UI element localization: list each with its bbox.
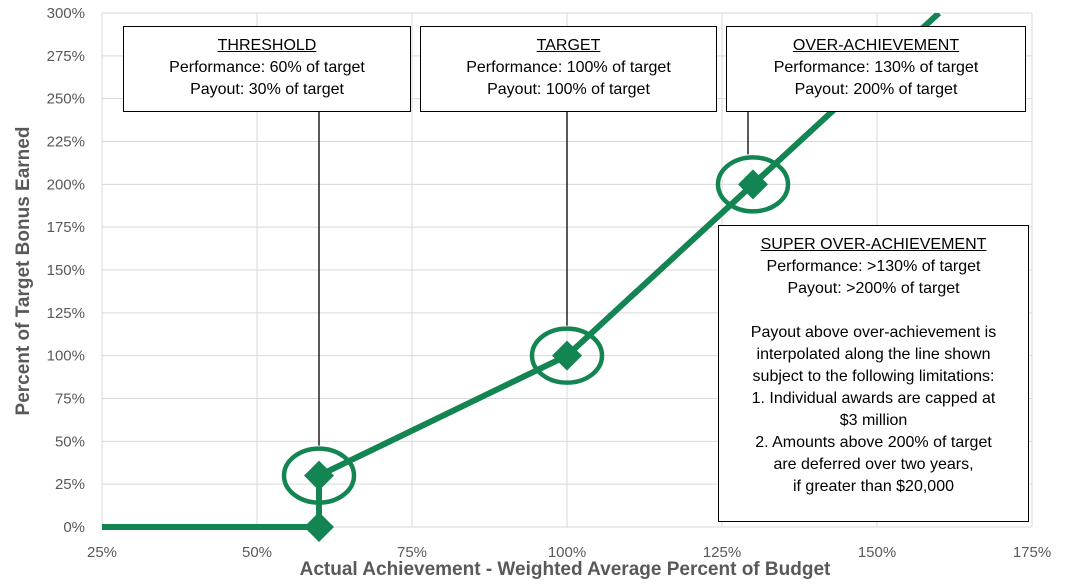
threshold-title: THRESHOLD [217, 37, 317, 54]
super-over-achievement-payout: Payout: >200% of target [787, 280, 960, 297]
super-note-line: interpolated along the line shown [756, 346, 991, 363]
super-note-line: Payout above over-achievement is [750, 324, 997, 341]
x-tick-label: 125% [703, 544, 741, 561]
over-achievement-title: OVER-ACHIEVEMENT [792, 37, 960, 54]
target-payout: Payout: 100% of target [487, 81, 650, 98]
super-note-line: $3 million [839, 412, 908, 429]
y-tick-label: 200% [47, 176, 85, 193]
y-tick-label: 300% [47, 5, 85, 22]
super-over-achievement-title: SUPER OVER-ACHIEVEMENT [760, 236, 987, 253]
threshold-payout: Payout: 30% of target [190, 81, 344, 98]
y-tick-label: 150% [47, 262, 85, 279]
threshold-callout: THRESHOLD Performance: 60% of target Pay… [123, 26, 411, 112]
payout-line [102, 13, 942, 530]
threshold-performance: Performance: 60% of target [169, 59, 365, 76]
payout-series [102, 13, 942, 542]
x-tick-label: 175% [1013, 544, 1051, 561]
over-achievement-performance: Performance: 130% of target [773, 59, 979, 76]
x-axis-ticks: 25% 50% 75% 100% 125% 150% 175% [87, 544, 1051, 561]
y-tick-label: 275% [47, 48, 85, 65]
super-note-line: subject to the following limitations: [752, 368, 995, 385]
x-tick-label: 50% [242, 544, 272, 561]
y-tick-label: 0% [63, 519, 85, 536]
y-axis-title: Percent of Target Bonus Earned [13, 127, 34, 416]
target-performance: Performance: 100% of target [466, 59, 671, 76]
x-tick-label: 25% [87, 544, 117, 561]
y-tick-label: 125% [47, 305, 85, 322]
super-over-achievement-performance: Performance: >130% of target [766, 258, 981, 275]
highlight-ring [281, 446, 357, 505]
diamond-marker [552, 340, 582, 371]
x-tick-label: 75% [397, 544, 427, 561]
y-tick-label: 250% [47, 91, 85, 108]
highlight-ring [715, 155, 791, 214]
target-title: TARGET [536, 37, 601, 54]
diamond-marker [304, 512, 334, 542]
highlight-ring [529, 326, 605, 385]
super-note-line: if greater than $20,000 [792, 478, 954, 495]
super-note-line: are deferred over two years, [773, 456, 974, 473]
y-tick-label: 100% [47, 348, 85, 365]
over-achievement-callout: OVER-ACHIEVEMENT Performance: 130% of ta… [726, 26, 1026, 112]
diamond-marker [738, 169, 768, 200]
x-tick-label: 150% [858, 544, 896, 561]
y-tick-label: 50% [55, 433, 85, 450]
x-axis-title: Actual Achievement - Weighted Average Pe… [300, 559, 831, 580]
over-achievement-payout: Payout: 200% of target [794, 81, 958, 98]
y-tick-label: 175% [47, 219, 85, 236]
super-note-line: 1. Individual awards are capped at [751, 390, 996, 407]
super-over-achievement-callout: SUPER OVER-ACHIEVEMENT Performance: >130… [718, 225, 1029, 522]
y-tick-label: 75% [55, 391, 85, 408]
target-callout: TARGET Performance: 100% of target Payou… [420, 26, 717, 112]
y-tick-label: 225% [47, 134, 85, 151]
super-note-line: 2. Amounts above 200% of target [755, 434, 992, 451]
diamond-marker [304, 460, 334, 491]
callout-connector-lines [318, 112, 749, 446]
x-tick-label: 100% [548, 544, 586, 561]
y-axis-ticks: 0% 25% 50% 75% 100% 125% 150% 175% 200% 225% 250% 2… [47, 5, 85, 536]
y-tick-label: 25% [55, 476, 85, 493]
callout-spacer [719, 300, 1028, 322]
